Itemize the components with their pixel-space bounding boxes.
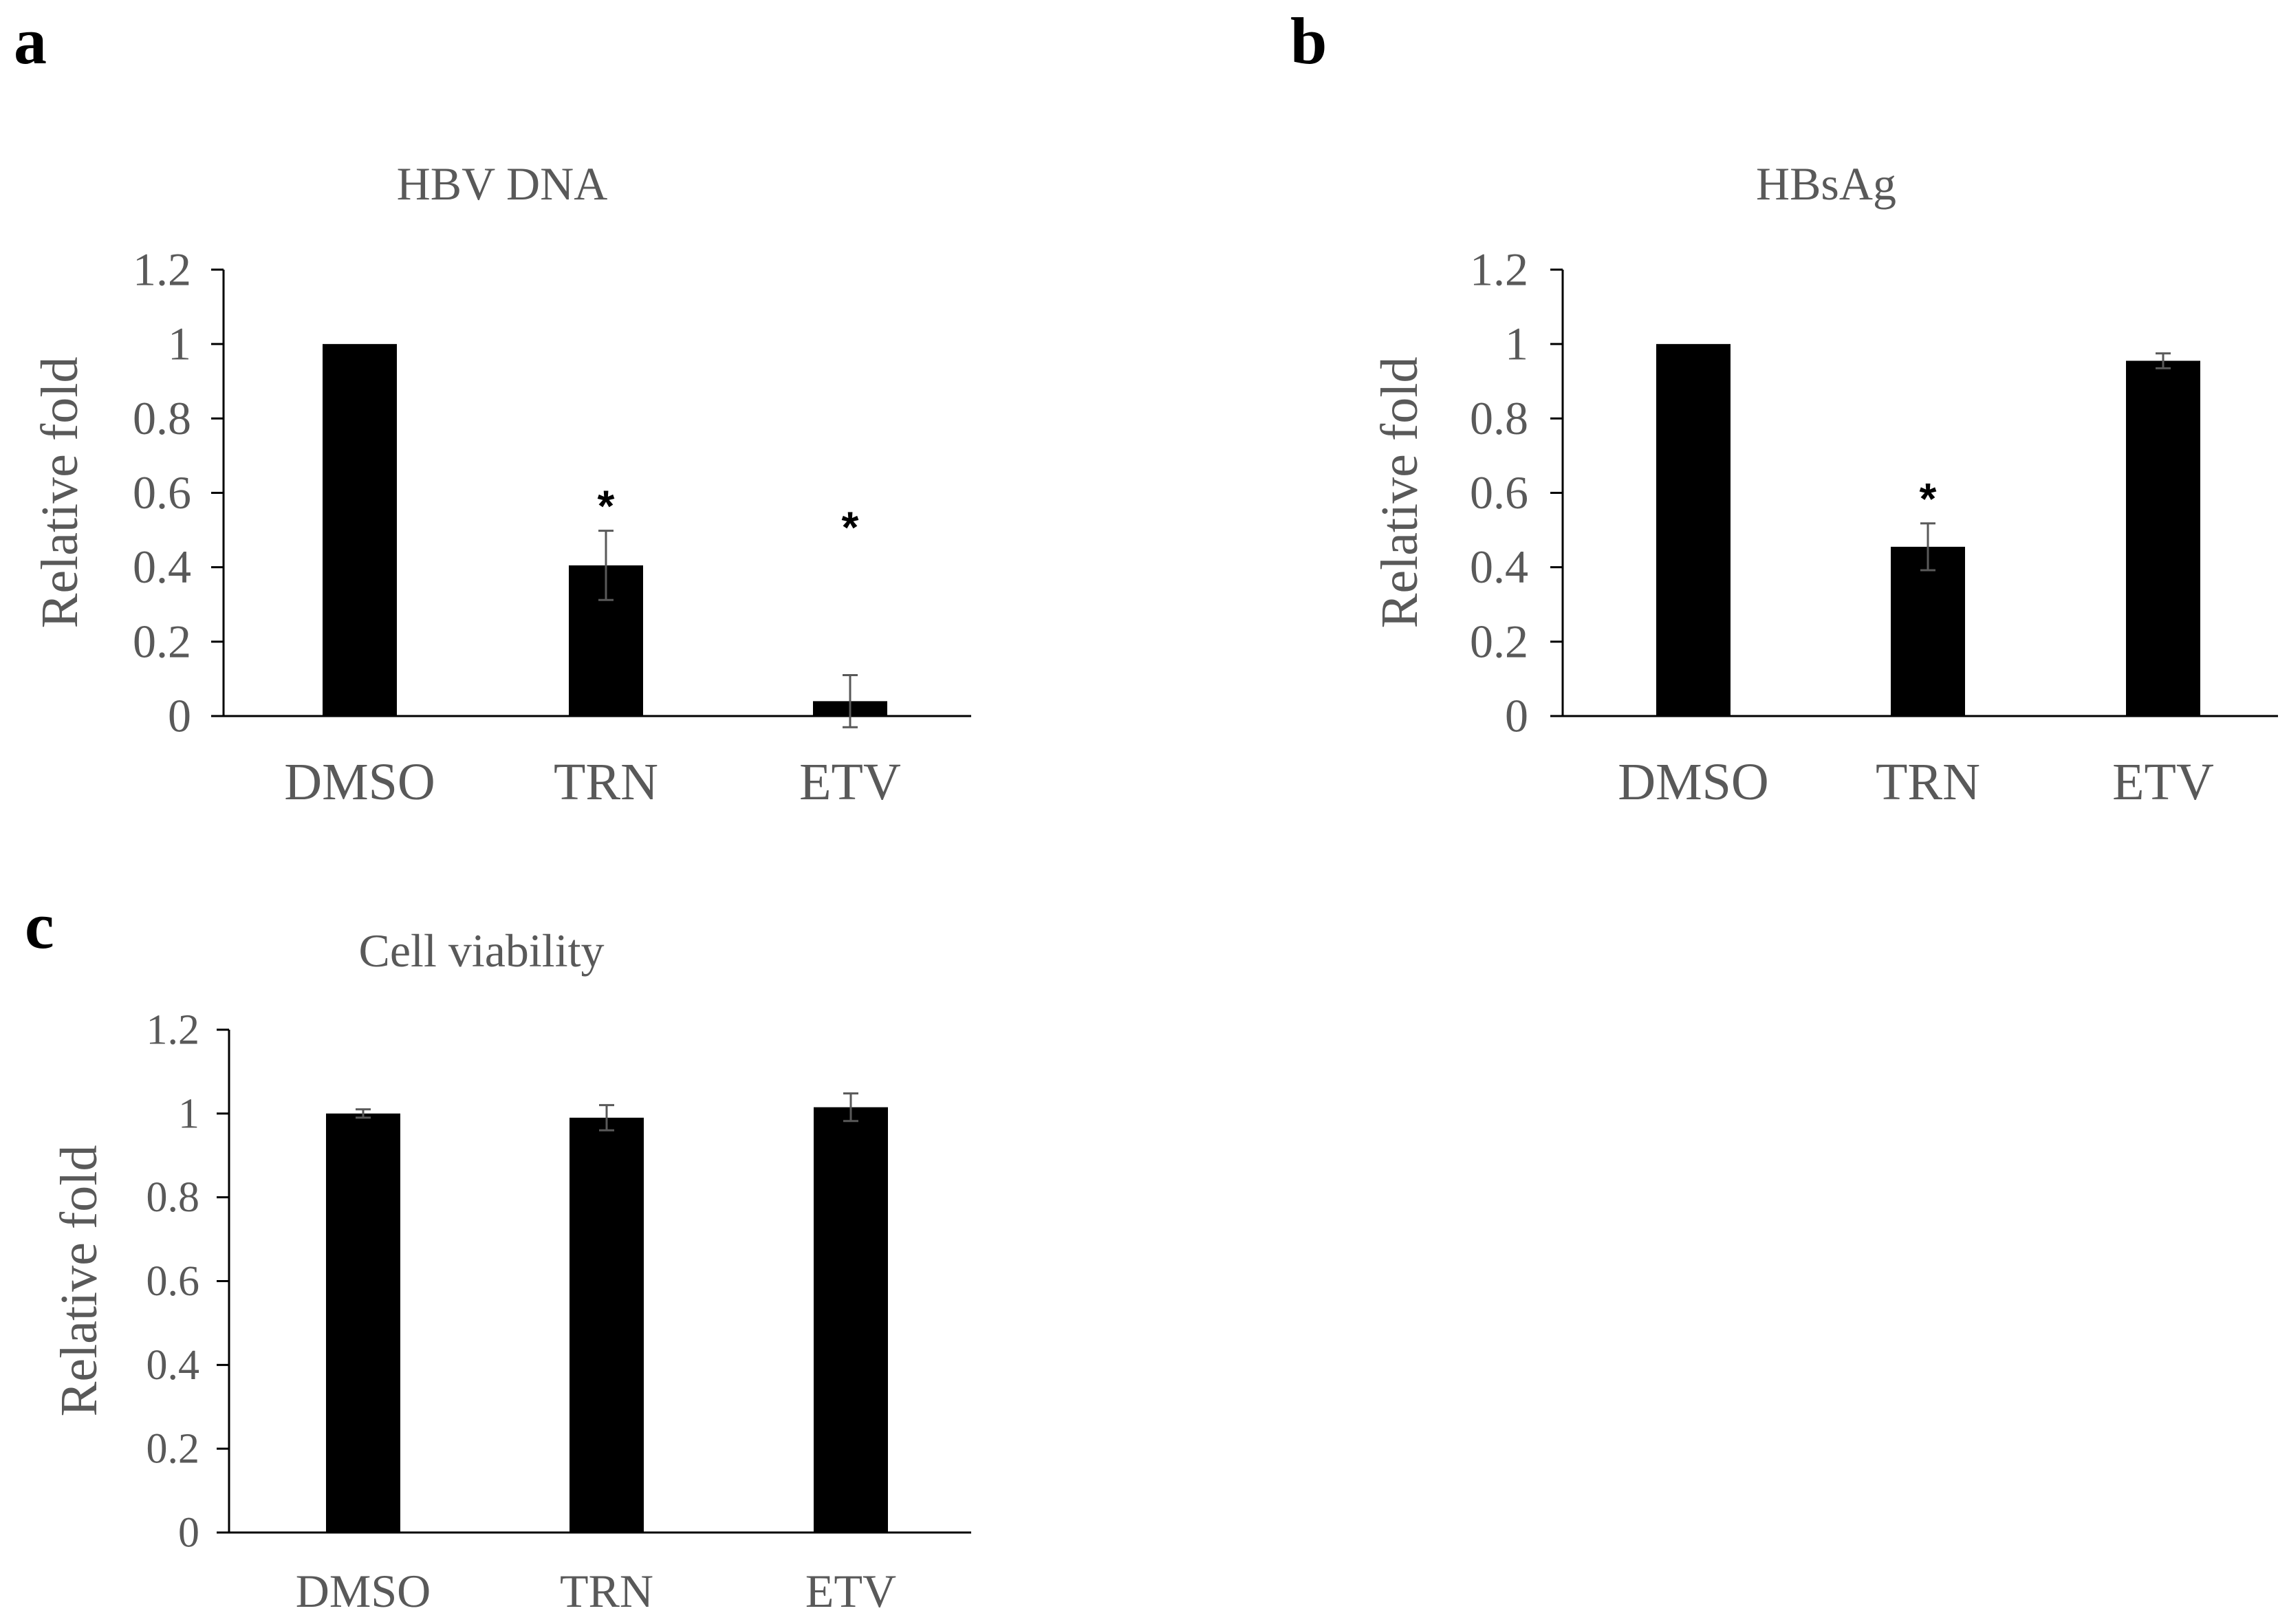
y-axis-title: Relative fold bbox=[50, 1145, 108, 1417]
chart-title: HBsAg bbox=[1756, 158, 1896, 210]
category-label-etv: ETV bbox=[799, 753, 901, 811]
category-label-dmso: DMSO bbox=[296, 1565, 431, 1617]
y-tick-label: 0.6 bbox=[1470, 466, 1528, 519]
chart-title: HBV DNA bbox=[397, 158, 608, 210]
y-tick-label: 0 bbox=[1505, 689, 1528, 741]
panel-letter-c: c bbox=[25, 889, 54, 962]
panel-letter-a: a bbox=[14, 4, 47, 78]
y-tick-label: 0.4 bbox=[147, 1342, 200, 1389]
y-tick-label: 0.8 bbox=[147, 1174, 200, 1221]
y-tick-label: 0 bbox=[178, 1509, 199, 1556]
y-tick-label: 1 bbox=[178, 1090, 199, 1137]
category-label-dmso: DMSO bbox=[284, 753, 435, 811]
y-tick-label: 0.4 bbox=[1470, 541, 1528, 593]
panel-a-chart: a HBV DNA 0 0.2 0.4 0.6 0.8 1 1.2 Relative fold DM… bbox=[14, 4, 971, 811]
y-tick-label: 0.8 bbox=[1470, 392, 1528, 444]
y-tick-label: 0.6 bbox=[147, 1258, 200, 1305]
panel-b-chart: b HBsAg 0 0.2 0.4 0.6 0.8 1 1.2 Relative fold DMSO… bbox=[1290, 4, 2278, 811]
category-label-trn: TRN bbox=[560, 1565, 653, 1617]
y-tick-label: 1 bbox=[168, 318, 191, 370]
y-tick-label: 0.6 bbox=[133, 466, 191, 519]
y-tick-label: 1.2 bbox=[133, 243, 191, 295]
panel-letter-b: b bbox=[1290, 4, 1327, 78]
y-tick-label: 0.2 bbox=[133, 615, 191, 667]
panel-c-chart: c Cell viability 0 0.2 0.4 0.6 0.8 1 1.2 Relative… bbox=[25, 889, 971, 1617]
category-label-etv: ETV bbox=[2112, 753, 2214, 811]
bar-dmso bbox=[326, 1113, 400, 1533]
category-label-etv: ETV bbox=[805, 1565, 896, 1617]
y-tick-label: 1.2 bbox=[1470, 243, 1528, 295]
chart-title: Cell viability bbox=[359, 924, 605, 977]
y-tick-label: 1.2 bbox=[147, 1006, 200, 1053]
significance-mark-trn: * bbox=[598, 481, 615, 531]
y-tick-label: 0 bbox=[168, 689, 191, 741]
category-label-trn: TRN bbox=[554, 753, 658, 811]
category-label-dmso: DMSO bbox=[1618, 753, 1769, 811]
bar-trn bbox=[569, 1117, 644, 1533]
y-tick-label: 1 bbox=[1505, 318, 1528, 370]
y-axis-title: Relative fold bbox=[31, 357, 89, 629]
y-tick-label: 0.4 bbox=[133, 541, 191, 593]
bar-etv bbox=[814, 1107, 888, 1533]
bar-trn bbox=[1891, 546, 1965, 716]
y-tick-label: 0.2 bbox=[147, 1426, 200, 1473]
significance-mark-etv: * bbox=[842, 503, 859, 552]
y-tick-label: 0.2 bbox=[1470, 615, 1528, 667]
bar-dmso bbox=[323, 344, 397, 717]
bar-dmso bbox=[1656, 344, 1731, 717]
bar-etv bbox=[2126, 360, 2200, 716]
significance-mark-trn: * bbox=[1920, 474, 1937, 523]
y-tick-label: 0.8 bbox=[133, 392, 191, 444]
category-label-trn: TRN bbox=[1876, 753, 1980, 811]
y-axis-title: Relative fold bbox=[1371, 357, 1429, 629]
